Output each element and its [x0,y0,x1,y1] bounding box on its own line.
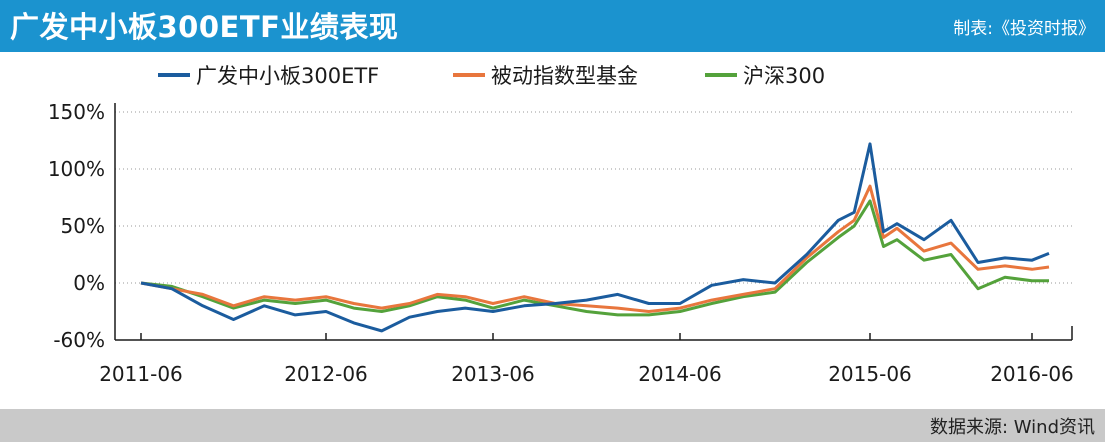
header-bar: 广发中小板300ETF业绩表现 制表:《投资时报》 [0,0,1105,52]
y-tick-label-neg60: -60% [53,328,105,352]
legend-item-csi300: 沪深300 [705,64,825,88]
x-tick-label-2015-06: 2015-06 [828,362,912,386]
data-source: 数据来源: Wind资讯 [929,417,1095,438]
x-tick-label-2016-06: 2016-06 [990,362,1074,386]
grid [115,111,1072,284]
footer-bar: 数据来源: Wind资讯 [0,409,1105,442]
series-line-passive [140,184,1050,313]
series-lines [140,142,1050,333]
legend-item-passive: 被动指数型基金 [453,64,638,88]
legend-label-etf: 广发中小板300ETF [196,64,379,88]
y-tick-label-150: 150% [48,100,105,124]
series-line-etf [140,142,1050,333]
legend-item-etf: 广发中小板300ETF [158,64,379,88]
chart-title: 广发中小板300ETF业绩表现 [10,10,399,44]
legend-label-passive: 被动指数型基金 [491,64,638,88]
y-tick-label-100: 100% [48,157,105,181]
y-tick-label-50: 50% [61,214,105,238]
y-tick-label-0: 0% [73,271,105,295]
x-tick-label-2014-06: 2014-06 [638,362,722,386]
x-tick-label-2012-06: 2012-06 [284,362,368,386]
x-axis: 2011-06 2012-06 2013-06 2014-06 2015-06 … [99,326,1074,386]
series-line-csi300 [140,199,1049,317]
legend: 广发中小板300ETF 被动指数型基金 沪深300 [158,64,825,88]
y-axis: 150% 100% 50% 0% -60% [48,100,116,352]
legend-label-csi300: 沪深300 [743,64,825,88]
chart-area: 广发中小板300ETF 被动指数型基金 沪深300 150% 100% 50% … [48,64,1074,386]
x-tick-label-2013-06: 2013-06 [451,362,535,386]
x-tick-label-2011-06: 2011-06 [99,362,183,386]
producer-credit: 制表:《投资时报》 [953,19,1095,39]
